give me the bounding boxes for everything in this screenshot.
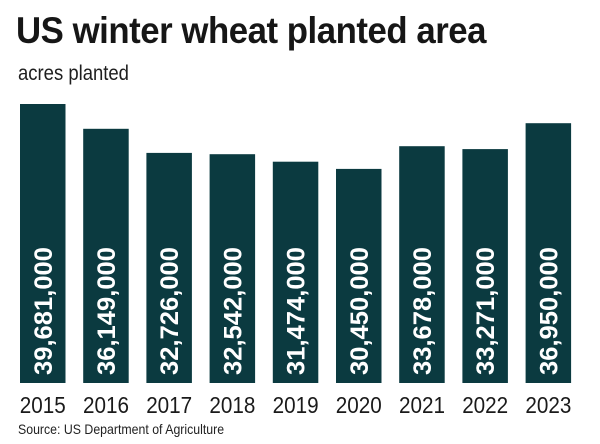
bar-2015: [20, 104, 66, 383]
bar-value-label-2021: 33,678,000: [409, 247, 437, 375]
x-tick-label-2021: 2021: [399, 392, 445, 418]
bar-2023: [525, 123, 572, 383]
x-tick-label-2018: 2018: [209, 392, 255, 418]
bar-value-label-2015: 39,681,000: [30, 247, 58, 375]
x-tick-label-2022: 2022: [462, 392, 508, 418]
bar-2021: [399, 146, 445, 383]
bar-value-label-2018: 32,542,000: [219, 247, 247, 375]
bar-2016: [83, 128, 129, 383]
x-tick-label-2019: 2019: [273, 392, 319, 418]
chart-title: US winter wheat planted area: [16, 10, 487, 51]
bar-2018: [209, 154, 256, 383]
bar-2022: [462, 149, 508, 383]
bar-value-label-2022: 33,271,000: [472, 247, 500, 375]
bar-value-label-2019: 31,474,000: [283, 247, 311, 375]
x-tick-label-2020: 2020: [336, 392, 382, 418]
bar-2019: [272, 161, 319, 383]
bar-2020: [336, 168, 382, 383]
bar-value-label-2016: 36,149,000: [93, 247, 121, 375]
chart-subtitle: acres planted: [18, 62, 129, 85]
bar-value-label-2020: 30,450,000: [346, 247, 374, 375]
bar-value-label-2023: 36,950,000: [535, 247, 563, 375]
x-tick-label-2015: 2015: [20, 392, 66, 418]
x-tick-label-2016: 2016: [83, 392, 129, 418]
x-tick-label-2017: 2017: [146, 392, 192, 418]
bar-value-label-2017: 32,726,000: [156, 247, 184, 375]
x-tick-label-2023: 2023: [525, 392, 571, 418]
source-note: Source: US Department of Agriculture: [18, 421, 225, 437]
bar-2017: [146, 152, 192, 383]
